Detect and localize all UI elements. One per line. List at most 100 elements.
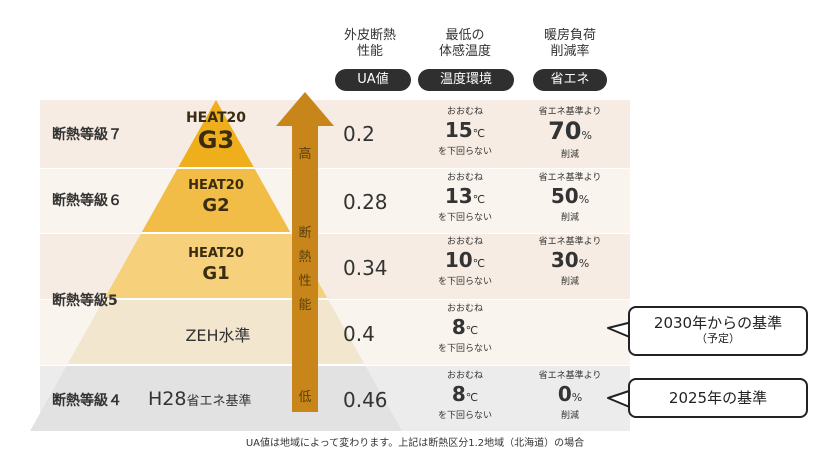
standard-text: 省エネ基準 [186, 394, 252, 409]
header-ua-title: 外皮断熱 性能 [343, 28, 396, 59]
savings-value: 30% [525, 248, 615, 276]
savings-number: 70 [548, 117, 582, 145]
heat20-g3-label: HEAT20 G3 [176, 110, 256, 154]
ua-value-g3: 0.2 [343, 122, 375, 146]
heat20-text: HEAT20 [188, 246, 244, 261]
temp-unit: ℃ [465, 391, 479, 404]
grade-label-5: 断熱等級5 [52, 293, 118, 309]
h28-label: H28省エネ基準 [148, 388, 288, 410]
temp-value: 15℃ [420, 118, 510, 146]
savings-suffix: 削減 [560, 277, 579, 287]
temp-suffix: を下回らない [437, 411, 492, 421]
grade-label-7: 断熱等級７ [52, 127, 122, 143]
savings-suffix: 削減 [560, 213, 579, 223]
temp-number: 10 [444, 248, 473, 272]
temp-number: 15 [444, 118, 473, 142]
grade-label-4: 断熱等級４ [52, 393, 122, 409]
row-band-grade6 [40, 168, 630, 233]
header-savings-title: 暖房負荷 削減率 [543, 28, 596, 59]
savings-cell-g1: 省エネ基準より 30% 削減 [525, 236, 615, 288]
savings-suffix: 削減 [560, 150, 579, 160]
ua-value-g1: 0.34 [343, 256, 388, 280]
heat20-g1-label: HEAT20 G1 [176, 246, 256, 286]
temp-value: 10℃ [420, 248, 510, 276]
header-ua-pill: UA値 [335, 69, 411, 91]
ua-value-g2: 0.28 [343, 190, 388, 214]
g1-text: G1 [202, 263, 230, 284]
temp-suffix: を下回らない [437, 344, 492, 354]
arrow-label-nou: 能 [298, 298, 312, 313]
temp-suffix: を下回らない [437, 277, 492, 287]
savings-prefix: 省エネ基準より [538, 237, 602, 247]
h28-text: H28 [148, 388, 187, 410]
savings-unit: % [581, 129, 592, 142]
savings-cell-h28: 省エネ基準より 0% 削減 [525, 370, 615, 422]
temp-value: 8℃ [420, 382, 510, 410]
temp-prefix: おおむね [446, 304, 483, 314]
heat20-g2-label: HEAT20 G2 [176, 178, 256, 218]
row-divider [40, 168, 630, 169]
temp-number: 8 [451, 315, 466, 339]
heat20-text: HEAT20 [188, 178, 244, 193]
temp-prefix: おおむね [446, 107, 483, 117]
savings-unit: % [571, 391, 583, 404]
savings-number: 30 [550, 248, 579, 272]
bubble-2025-standard: 2025年の基準 [628, 378, 808, 418]
arrow-label-low: 低 [298, 390, 312, 405]
savings-prefix: 省エネ基準より [538, 371, 602, 381]
savings-prefix: 省エネ基準より [538, 173, 602, 183]
temp-prefix: おおむね [446, 237, 483, 247]
temp-unit: ℃ [465, 324, 479, 337]
temp-cell-h28: おおむね 8℃ を下回らない [420, 370, 510, 422]
temp-prefix: おおむね [446, 371, 483, 381]
footnote: UA値は地域によって変わります。上記は断熱区分1.2地域（北海道）の場合 [245, 438, 585, 449]
temp-unit: ℃ [472, 127, 486, 140]
g2-text: G2 [202, 195, 230, 216]
temp-value: 8℃ [420, 315, 510, 343]
savings-value: 0% [525, 382, 615, 410]
arrow-label-high: 高 [298, 147, 312, 162]
savings-suffix: 削減 [560, 411, 579, 421]
savings-unit: % [578, 193, 590, 206]
row-divider [40, 299, 630, 300]
heat20-text: HEAT20 [185, 110, 247, 126]
arrow-label-sei: 性 [298, 274, 312, 289]
savings-value: 70% [525, 118, 615, 149]
ua-value-h28: 0.46 [343, 388, 388, 412]
temp-unit: ℃ [472, 193, 486, 206]
zeh-label: ZEH水準 [185, 326, 251, 345]
row-divider [40, 233, 630, 234]
temp-prefix: おおむね [446, 173, 483, 183]
savings-number: 0 [557, 382, 572, 406]
savings-value: 50% [525, 184, 615, 212]
temp-unit: ℃ [472, 257, 486, 270]
arrow-label-dan: 断 [298, 226, 312, 241]
temp-number: 13 [444, 184, 473, 208]
savings-cell-g2: 省エネ基準より 50% 削減 [525, 172, 615, 224]
performance-arrow [276, 92, 334, 412]
temp-number: 8 [451, 382, 466, 406]
temp-cell-g2: おおむね 13℃ を下回らない [420, 172, 510, 224]
temp-cell-zeh: おおむね 8℃ を下回らない [420, 303, 510, 355]
temp-value: 13℃ [420, 184, 510, 212]
arrow-label-netsu: 熱 [298, 250, 312, 265]
temp-cell-g3: おおむね 15℃ を下回らない [420, 106, 510, 158]
ua-value-zeh: 0.4 [343, 322, 375, 346]
bubble-2030-note: （予定） [696, 332, 740, 345]
bubble-2030-text: 2030年からの基準 [653, 314, 783, 332]
header-temp-title: 最低の 体感温度 [438, 28, 491, 59]
temp-suffix: を下回らない [437, 147, 492, 157]
temp-suffix: を下回らない [437, 213, 492, 223]
savings-cell-g3: 省エネ基準より 70% 削減 [525, 106, 615, 161]
temp-cell-g1: おおむね 10℃ を下回らない [420, 236, 510, 288]
g3-text: G3 [197, 126, 235, 154]
savings-number: 50 [550, 184, 579, 208]
header-savings-pill: 省エネ [533, 69, 607, 91]
row-band-grade7 [40, 100, 630, 168]
bubble-2030-standard: 2030年からの基準 （予定） [628, 306, 808, 356]
savings-prefix: 省エネ基準より [538, 107, 602, 117]
savings-unit: % [578, 257, 590, 270]
header-temp-pill: 温度環境 [418, 69, 514, 91]
grade-label-6: 断熱等級６ [52, 193, 122, 209]
